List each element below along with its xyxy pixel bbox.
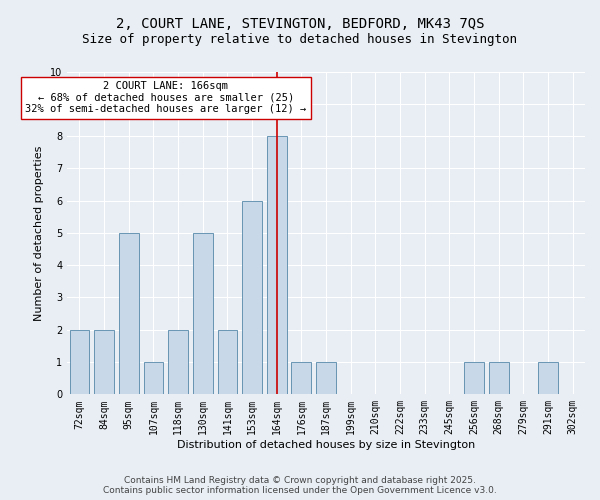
Bar (70, 330, 89, 394)
Bar (218, 330, 237, 394)
Text: Size of property relative to detached houses in Stevington: Size of property relative to detached ho… (83, 32, 517, 46)
Bar (267, 136, 287, 394)
Bar (193, 233, 212, 394)
X-axis label: Distribution of detached houses by size in Stevington: Distribution of detached houses by size … (177, 440, 475, 450)
Bar (489, 362, 509, 394)
Y-axis label: Number of detached properties: Number of detached properties (34, 145, 44, 320)
Bar (316, 362, 336, 394)
Text: Contains HM Land Registry data © Crown copyright and database right 2025.
Contai: Contains HM Land Registry data © Crown c… (103, 476, 497, 495)
Bar (538, 362, 558, 394)
Text: 2, COURT LANE, STEVINGTON, BEDFORD, MK43 7QS: 2, COURT LANE, STEVINGTON, BEDFORD, MK43… (116, 18, 484, 32)
Bar (143, 362, 163, 394)
Text: 2 COURT LANE: 166sqm
← 68% of detached houses are smaller (25)
32% of semi-detac: 2 COURT LANE: 166sqm ← 68% of detached h… (25, 81, 307, 114)
Bar (292, 362, 311, 394)
Bar (242, 200, 262, 394)
Bar (464, 362, 484, 394)
Bar (119, 233, 139, 394)
Bar (168, 330, 188, 394)
Bar (94, 330, 114, 394)
